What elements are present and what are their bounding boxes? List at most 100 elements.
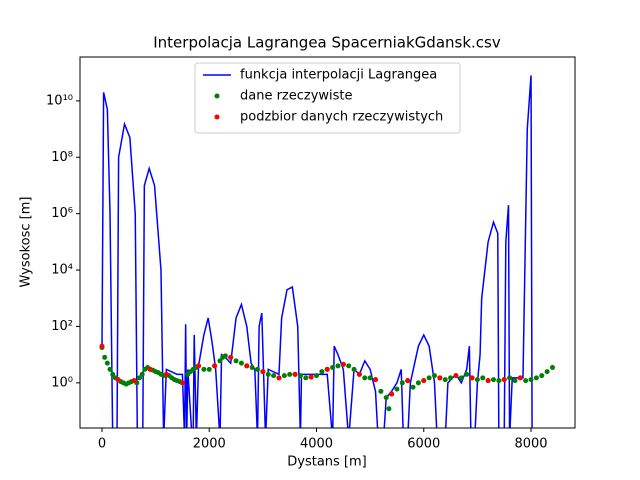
legend-label: funkcja interpolacji Lagrangea [240, 68, 437, 83]
legend-label: dane rzeczywiste [240, 89, 353, 104]
scatter-point [362, 375, 368, 381]
x-tick-label: 6000 [407, 437, 440, 452]
scatter-point [330, 364, 336, 370]
scatter-point [458, 375, 464, 381]
scatter-point [453, 373, 459, 379]
scatter-point [480, 375, 486, 381]
scatter-point [490, 377, 496, 383]
scatter-point [378, 388, 384, 394]
scatter-point [549, 364, 555, 370]
scatter-point [265, 371, 271, 377]
x-tick-label: 8000 [514, 437, 547, 452]
scatter-point [319, 369, 325, 375]
y-tick-label: 10⁶ [51, 206, 73, 221]
scatter-point [533, 375, 539, 381]
scatter-point [523, 378, 529, 384]
scatter-point [179, 380, 185, 386]
y-tick-label: 10⁸ [51, 150, 73, 165]
scatter-point [271, 373, 277, 379]
scatter-point [399, 380, 405, 386]
scatter-point [544, 369, 550, 375]
scatter-point [501, 377, 507, 383]
scatter-point [196, 363, 202, 369]
x-tick-label: 0 [98, 437, 106, 452]
scatter-point [421, 378, 427, 384]
scatter-point [281, 373, 287, 379]
scatter-point [394, 386, 400, 392]
scatter-point [222, 353, 228, 359]
legend-swatch [214, 114, 220, 120]
scatter-point [405, 378, 411, 384]
scatter-point [496, 378, 502, 384]
scatter-point [303, 375, 309, 381]
scatter-point [367, 375, 373, 381]
scatter-point [287, 371, 293, 377]
scatter-point [131, 378, 137, 384]
scatter-point [139, 371, 145, 377]
scatter-point [335, 363, 341, 369]
scatter-point [528, 377, 534, 383]
scatter-point [431, 373, 437, 379]
scatter-point [386, 406, 392, 412]
scatter-point [238, 360, 244, 366]
scatter-point [314, 373, 320, 379]
scatter-point [464, 371, 470, 377]
scatter-point [426, 375, 432, 381]
scatter-point [517, 375, 523, 381]
scatter-point [512, 378, 518, 384]
x-tick-label: 4000 [300, 437, 333, 452]
scatter-point [389, 391, 395, 397]
y-tick-label: 10⁴ [51, 263, 73, 278]
scatter-point [474, 377, 480, 383]
scatter-point [297, 373, 303, 379]
scatter-point [206, 366, 212, 372]
scatter-point [448, 375, 454, 381]
scatter-point [217, 358, 223, 364]
scatter-point [485, 378, 491, 384]
scatter-point [372, 377, 378, 383]
legend-swatch [214, 93, 220, 99]
scatter-point [260, 369, 266, 375]
line-series [101, 75, 533, 428]
y-tick-label: 10² [51, 319, 73, 334]
scatter-point [137, 375, 143, 381]
scatter-point [346, 363, 352, 369]
scatter-point [415, 380, 421, 386]
x-axis-label: Dystans [m] [287, 455, 367, 470]
scatter-point [437, 375, 443, 381]
scatter-point [147, 366, 153, 372]
scatter-point [228, 354, 234, 360]
scatter-point [104, 360, 110, 366]
legend-box [194, 62, 461, 134]
scatter-point [340, 361, 346, 367]
scatter-point [507, 375, 513, 381]
scatter-point [351, 366, 357, 372]
legend-label: podzbior danych rzeczywistych [240, 110, 443, 125]
scatter-point [107, 366, 113, 372]
scatter-point [163, 371, 169, 377]
axes-frame [79, 56, 576, 429]
scatter-point [276, 375, 282, 381]
scatter-point [356, 371, 362, 377]
scatter-point [115, 377, 121, 383]
chart-title: Interpolacja Lagrangea SpacerniakGdansk.… [153, 34, 501, 52]
scatter-point [469, 375, 475, 381]
y-tick-label: 10⁰ [51, 375, 73, 390]
legend: funkcja interpolacji Lagrangea dane rzecz… [194, 62, 461, 134]
scatter-point [383, 395, 389, 401]
y-axis-label: Wysokosc [m] [19, 197, 34, 288]
plot-area [99, 75, 555, 428]
scatter-point [102, 354, 108, 360]
scatter-point [255, 366, 261, 372]
scatter-point [249, 364, 255, 370]
scatter-point [99, 343, 105, 349]
scatter-point [233, 358, 239, 364]
scatter-point [410, 384, 416, 390]
scatter-point [201, 366, 207, 372]
scatter-point [292, 371, 298, 377]
scatter-point [244, 363, 250, 369]
scatter-point [110, 371, 116, 377]
y-tick-label: 10¹⁰ [46, 93, 73, 108]
scatter-point [442, 377, 448, 383]
